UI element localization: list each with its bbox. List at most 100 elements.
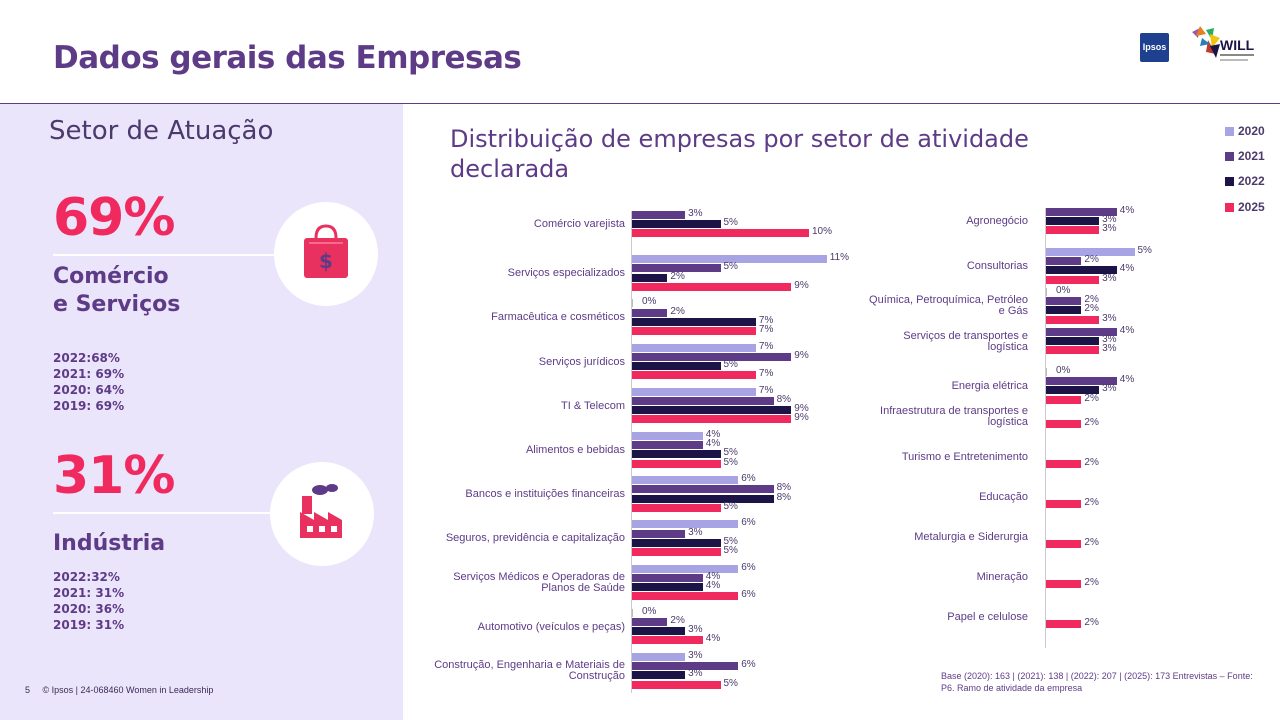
bar-2020 bbox=[1046, 248, 1135, 256]
category-label: Comércio varejista bbox=[533, 218, 625, 231]
bar-value-label: 3% bbox=[1102, 383, 1117, 395]
bar-2025 bbox=[632, 459, 721, 468]
shopping-bag-dollar-icon: $ bbox=[304, 224, 348, 278]
bar-2020 bbox=[632, 476, 739, 485]
legend-swatch bbox=[1225, 152, 1234, 161]
category-label: Papel e celulose bbox=[947, 610, 1028, 623]
category-label: Automotivo (veículos e peças) bbox=[477, 620, 625, 633]
legend-swatch bbox=[1225, 127, 1234, 136]
bar-value-label: 7% bbox=[758, 340, 774, 352]
bar-2021 bbox=[632, 618, 668, 626]
bar-2021 bbox=[1046, 328, 1117, 336]
bar-value-label: 2% bbox=[1084, 577, 1099, 588]
bar-value-label: 4% bbox=[1119, 325, 1135, 336]
divider-line bbox=[53, 254, 283, 256]
bar-2021 bbox=[632, 529, 686, 538]
bar-2025 bbox=[1046, 420, 1082, 428]
bar-value-label: 7% bbox=[758, 368, 774, 380]
category-label: Química, Petroquímica, Petróleo e Gás bbox=[869, 294, 1028, 318]
bar-2025 bbox=[632, 229, 809, 238]
bar-value-label: 0% bbox=[642, 296, 657, 308]
category-label: Bancos e instituições financeiras bbox=[465, 488, 625, 501]
chart-title: Distribuição de empresas por setor de at… bbox=[450, 125, 1029, 183]
category-label: Metalurgia e Siderurgia bbox=[914, 530, 1028, 543]
bar-2021 bbox=[632, 352, 792, 361]
bar-value-label: 6% bbox=[741, 517, 756, 529]
category-label: Seguros, previdência e capitalização bbox=[445, 532, 625, 545]
bar-2022 bbox=[632, 671, 686, 680]
bar-value-label: 3% bbox=[688, 624, 703, 636]
svg-text:$: $ bbox=[319, 249, 333, 273]
bar-2025 bbox=[632, 415, 792, 424]
bar-value-label: 4% bbox=[705, 438, 721, 450]
bar-2025 bbox=[1046, 460, 1082, 468]
bar-value-label: 3% bbox=[1102, 343, 1117, 355]
bar-2021 bbox=[1046, 377, 1117, 386]
bar-value-label: 7% bbox=[758, 384, 774, 396]
bar-value-label: 4% bbox=[705, 580, 721, 591]
bar-2022 bbox=[632, 273, 668, 282]
bar-value-label: 3% bbox=[1102, 312, 1117, 324]
bar-value-label: 2% bbox=[1084, 294, 1099, 306]
bar-2022 bbox=[1046, 306, 1082, 315]
bar-value-label: 2% bbox=[1084, 417, 1099, 428]
bar-value-label: 2% bbox=[1084, 617, 1099, 628]
bar-value-label: 0% bbox=[1056, 285, 1071, 296]
bar-2025 bbox=[1046, 275, 1100, 284]
bar-2020 bbox=[632, 299, 633, 308]
bar-2022 bbox=[632, 494, 774, 503]
footer-text: © Ipsos | 24-068460 Women in Leadership bbox=[42, 685, 214, 695]
bar-value-label: 2% bbox=[1084, 254, 1099, 266]
category-label: Serviços especializados bbox=[507, 267, 625, 280]
bar-2022 bbox=[632, 627, 686, 636]
category-label: Serviços de transportes e logística bbox=[903, 329, 1028, 353]
bar-2020 bbox=[632, 520, 739, 529]
bar-2020 bbox=[632, 432, 703, 440]
bar-2025 bbox=[1046, 395, 1082, 404]
bar-2025 bbox=[1046, 346, 1100, 355]
category-label: Serviços jurídicos bbox=[538, 355, 625, 368]
bar-2021 bbox=[632, 397, 774, 405]
base-note: Base (2020): 163 | (2021): 138 | (2022):… bbox=[941, 671, 1253, 693]
bar-value-label: 9% bbox=[794, 279, 809, 291]
bar-value-label: 3% bbox=[1102, 334, 1117, 346]
legend-item-2025: 2025 bbox=[1225, 200, 1280, 216]
footer: 5 © Ipsos | 24-068460 Women in Leadershi… bbox=[25, 685, 213, 695]
bar-2022 bbox=[1046, 386, 1100, 395]
bar-value-label: 6% bbox=[741, 589, 756, 601]
bar-value-label: 7% bbox=[758, 324, 774, 335]
bar-2025 bbox=[632, 371, 756, 380]
header: Dados gerais das Empresas Ipsos WILL bbox=[0, 0, 1280, 104]
bar-value-label: 0% bbox=[642, 605, 657, 617]
category-label: TI & Telecom bbox=[561, 399, 625, 412]
bar-value-label: 4% bbox=[1119, 263, 1135, 275]
bar-2021 bbox=[632, 308, 668, 317]
bar-value-label: 3% bbox=[688, 668, 703, 680]
bar-2020 bbox=[632, 608, 633, 617]
bar-value-label: 2% bbox=[1084, 497, 1099, 508]
industry-label: Indústria bbox=[53, 531, 166, 556]
bar-2021 bbox=[632, 662, 739, 671]
legend-item-2021: 2021 bbox=[1225, 149, 1280, 165]
category-label: Alimentos e bebidas bbox=[525, 443, 625, 456]
divider-line bbox=[53, 512, 273, 514]
category-label: Turismo e Entretenimento bbox=[901, 450, 1028, 463]
bar-2025 bbox=[632, 592, 739, 601]
bar-2021 bbox=[632, 485, 774, 494]
bar-value-label: 5% bbox=[723, 500, 738, 512]
bar-value-label: 2% bbox=[1084, 392, 1099, 404]
legend-item-2022: 2022 bbox=[1225, 174, 1280, 190]
bar-2025 bbox=[1046, 226, 1100, 235]
bar-2025 bbox=[632, 636, 703, 645]
page-title: Dados gerais das Empresas bbox=[53, 40, 522, 76]
bar-value-label: 5% bbox=[1137, 245, 1152, 256]
bar-2022 bbox=[1046, 266, 1117, 275]
bar-value-label: 11% bbox=[829, 252, 849, 264]
bar-value-label: 8% bbox=[776, 491, 792, 503]
bar-value-label: 9% bbox=[794, 412, 809, 424]
category-label: Mineração bbox=[976, 570, 1028, 583]
bar-2022 bbox=[632, 538, 721, 547]
category-label: Serviços Médicos e Operadoras de Planos … bbox=[453, 571, 625, 594]
will-logo: WILL bbox=[1192, 26, 1255, 61]
bar-2025 bbox=[632, 282, 792, 291]
